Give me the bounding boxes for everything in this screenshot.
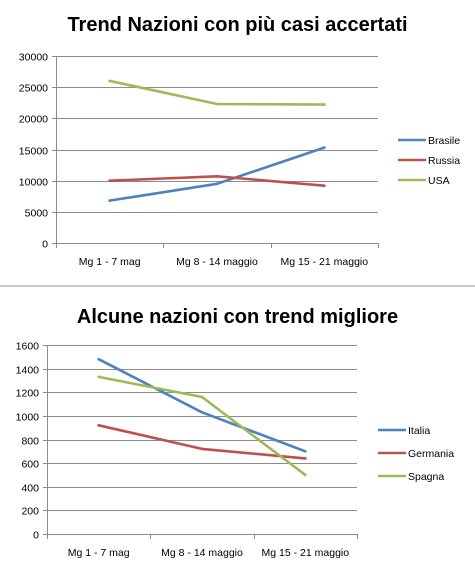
x-tick-label: Mg 15 - 21 maggio (262, 547, 350, 559)
y-tick-label: 600 (21, 459, 39, 471)
x-tick-label: Mg 8 - 14 maggio (161, 547, 243, 559)
legend-label: Russia (428, 155, 460, 167)
y-tick-label: 5000 (25, 208, 49, 220)
x-tick-label: Mg 8 - 14 maggio (176, 256, 258, 268)
chart-title: Alcune nazioni con trend migliore (77, 306, 398, 328)
data-point-italia (97, 357, 100, 361)
y-tick-label: 800 (21, 436, 39, 448)
data-point-russia (215, 175, 219, 178)
y-tick-label: 1400 (16, 365, 40, 377)
legend-label: Spagna (408, 471, 444, 483)
data-point-russia (323, 184, 326, 187)
data-point-spagna (304, 473, 307, 477)
y-tick-label: 0 (33, 530, 39, 542)
y-tick-label: 400 (21, 483, 39, 495)
data-point-brasile (215, 182, 219, 186)
x-tick-label: Mg 15 - 21 maggio (281, 256, 369, 268)
y-tick-label: 20000 (19, 114, 48, 126)
y-tick-label: 0 (42, 239, 48, 251)
data-point-russia (108, 179, 111, 182)
x-tick-label: Mg 1 - 7 mag (79, 256, 141, 268)
series-line-germania (97, 424, 307, 460)
legend-label: Brasile (428, 135, 460, 147)
data-point-brasile (108, 199, 111, 202)
line-chart-bottom: Alcune nazioni con trend migliore 0 200 400… (16, 306, 455, 559)
y-tick-label: 15000 (19, 146, 48, 158)
series-line-brasile (108, 146, 326, 202)
data-point-spagna (200, 395, 204, 399)
legend-label: Germania (408, 448, 454, 460)
chart-title: Trend Nazioni con più casi accertati (67, 14, 407, 36)
data-point-usa (108, 79, 111, 83)
data-point-usa (323, 103, 326, 106)
y-tick-label: 200 (21, 506, 39, 518)
y-tick-label: 1600 (16, 341, 40, 353)
data-point-italia (304, 450, 307, 453)
chart-panel-top: Trend Nazioni con più casi accertati 0 500… (0, 0, 475, 283)
data-point-usa (215, 102, 219, 106)
series-line-italia (97, 357, 307, 453)
legend-label: Italia (408, 425, 430, 437)
y-tick-label: 1000 (16, 412, 40, 424)
series-line-usa (108, 79, 326, 106)
data-point-spagna (97, 375, 100, 379)
series-line-spagna (97, 375, 307, 477)
chart-panel-bottom: Alcune nazioni con trend migliore 0 200 400… (0, 291, 475, 574)
line-chart-top: Trend Nazioni con più casi accertati 0 500… (19, 14, 460, 268)
data-point-germania (200, 447, 204, 451)
x-tick-label: Mg 1 - 7 mag (68, 547, 130, 559)
legend-label: USA (428, 175, 450, 187)
data-point-brasile (323, 146, 326, 149)
y-tick-label: 25000 (19, 83, 48, 95)
y-tick-label: 10000 (19, 177, 48, 189)
data-point-germania (304, 457, 307, 460)
chart-separator (0, 285, 475, 287)
y-tick-label: 1200 (16, 388, 40, 400)
y-tick-label: 30000 (19, 52, 48, 64)
data-point-italia (200, 411, 204, 414)
data-point-germania (97, 424, 100, 427)
